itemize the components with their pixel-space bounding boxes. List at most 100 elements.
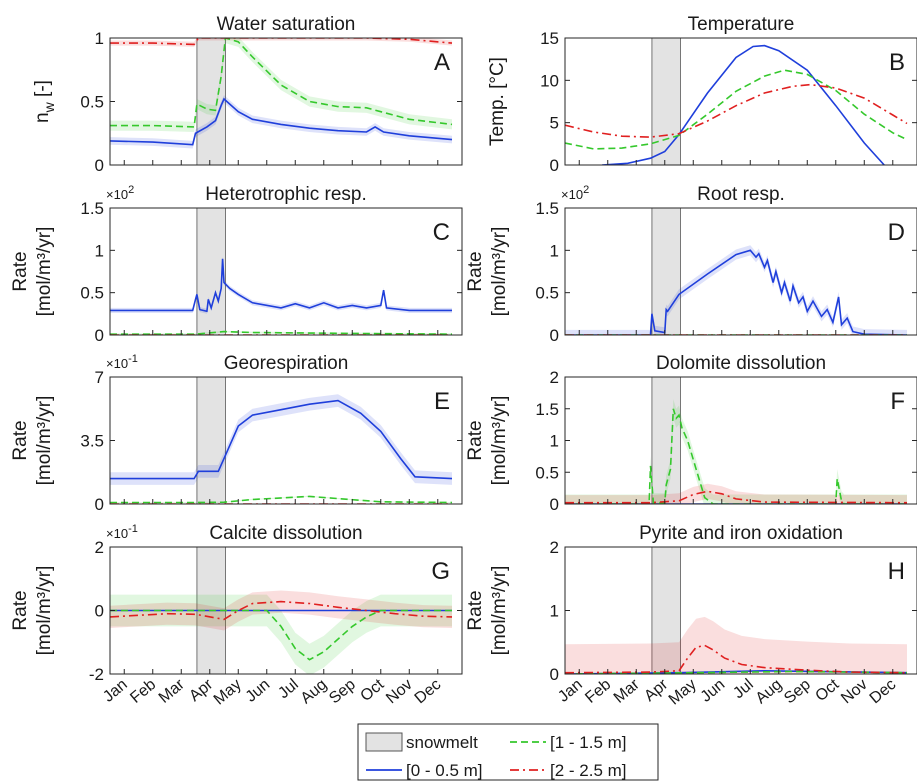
panel-title: Temperature — [688, 14, 795, 35]
series-line-dashed — [110, 495, 453, 504]
axes-frame — [564, 207, 917, 336]
y-tick-label: 10 — [540, 71, 559, 90]
y-tick-label: 0.5 — [535, 463, 559, 482]
panel-letter: H — [888, 558, 905, 585]
legend-label: [2 - 2.5 m] — [550, 761, 627, 780]
panel-h: 0 1 2 Pyrite and iron oxidation H Rate [mol/m³… — [465, 523, 917, 708]
panel-title: Dolomite dissolution — [656, 353, 826, 374]
y-tick-label: 0 — [550, 495, 559, 514]
band-solid — [110, 394, 452, 485]
plot-area — [565, 245, 908, 335]
y-tick-label: 0.5 — [80, 284, 104, 303]
plot-area — [565, 399, 908, 504]
x-tick-label: Apr — [186, 676, 217, 705]
axis-multiplier: ×102 — [106, 184, 134, 202]
y-tick-label: 1.5 — [535, 400, 559, 419]
panel-a: 0 0.5 1 Water saturation Anw [-] — [32, 14, 463, 175]
y-tick-label: 5 — [550, 114, 559, 133]
plot-background — [565, 547, 917, 674]
y-tick-label: 2 — [550, 368, 559, 387]
y-axis-label: [mol/m³/yr] — [34, 566, 55, 656]
panel-letter: C — [433, 219, 450, 246]
x-tick-label: Dec — [867, 676, 900, 707]
y-tick-label: 0.5 — [80, 93, 104, 112]
snowmelt-band — [196, 37, 226, 166]
band-solid — [565, 245, 907, 335]
x-tick-label: Feb — [582, 676, 614, 707]
y-tick-label: 1 — [95, 29, 104, 48]
legend-label: [0 - 0.5 m] — [406, 761, 483, 780]
x-tick-label: May — [666, 676, 700, 708]
y-tick-label: 1 — [550, 602, 559, 621]
plot-background — [565, 208, 917, 335]
y-tick-label: 0 — [95, 156, 104, 175]
x-tick-label: Mar — [611, 676, 644, 707]
y-axis-label: nw [-] — [32, 80, 57, 123]
x-tick-label: Mar — [156, 676, 189, 707]
band-dashed — [110, 594, 452, 674]
y-tick-label: 0 — [95, 495, 104, 514]
y-tick-label: 1 — [550, 241, 559, 260]
series-line-solid — [602, 44, 885, 165]
axis-multiplier: ×10-1 — [106, 353, 138, 371]
series-line-dashed — [565, 69, 908, 150]
series-line-dashdot — [565, 490, 908, 504]
x-tick-label: Apr — [641, 676, 672, 705]
y-tick-label: 0 — [550, 326, 559, 345]
y-tick-label: -2 — [89, 665, 104, 684]
panel-title: Pyrite and iron oxidation — [639, 523, 843, 544]
legend-label: [1 - 1.5 m] — [550, 733, 627, 752]
band-dashdot — [565, 483, 907, 504]
y-tick-label: 3.5 — [80, 432, 104, 451]
axes-frame — [564, 37, 917, 166]
panel-f: 0 0.5 1 1.5 2 Dolomite dissolution F Rate [mol/m… — [465, 353, 917, 514]
series-line-dashdot — [110, 600, 453, 621]
x-tick-label: May — [211, 676, 245, 708]
x-tick-label: Nov — [383, 676, 416, 707]
legend: snowmelt [1 - 1.5 m] [0 - 0.5 m] [2 - 2.5 m… — [357, 723, 659, 781]
y-tick-label: 7 — [95, 368, 104, 387]
x-tick-label: Nov — [838, 676, 871, 707]
plot-area — [565, 44, 908, 165]
panel-letter: E — [434, 388, 450, 415]
x-tick-label: Jun — [243, 676, 274, 706]
y-axis-label: Rate — [465, 420, 486, 460]
axis-multiplier: ×10-1 — [106, 523, 138, 541]
panel-title: Water saturation — [217, 14, 356, 35]
legend-label: snowmelt — [406, 733, 478, 752]
x-tick-label: Dec — [412, 676, 445, 707]
y-axis-label: [mol/m³/yr] — [489, 396, 510, 486]
y-tick-label: 0 — [95, 326, 104, 345]
panel-letter: D — [888, 219, 905, 246]
y-axis-label: Rate — [465, 590, 486, 630]
y-axis-label: [mol/m³/yr] — [34, 227, 55, 317]
x-tick-label: Sep — [326, 676, 359, 707]
series-line-dashed — [565, 408, 907, 504]
x-tick-label: Oct — [812, 676, 842, 705]
panel-letter: A — [434, 49, 450, 76]
series-line-dashed — [110, 609, 452, 661]
snowmelt-band — [196, 376, 226, 505]
panel-letter: B — [889, 49, 905, 76]
panel-g: -2 0 2 Calcite dissolution G ×10-1 Rate [mol/m³… — [10, 523, 463, 708]
panel-title: Heterotrophic resp. — [205, 184, 367, 205]
panel-letter: F — [890, 388, 905, 415]
snowmelt-band — [196, 207, 226, 336]
y-tick-label: 2 — [95, 538, 104, 557]
y-tick-label: 2 — [550, 538, 559, 557]
plot-area — [110, 590, 453, 674]
plot-background — [110, 208, 462, 335]
plot-area — [110, 394, 453, 504]
y-axis-label: [mol/m³/yr] — [489, 227, 510, 317]
snowmelt-band — [651, 37, 681, 166]
panel-letter: G — [431, 558, 450, 585]
y-tick-label: 1.5 — [535, 199, 559, 218]
series-line-solid — [110, 399, 453, 480]
y-axis-label: [mol/m³/yr] — [34, 396, 55, 486]
plot-background — [565, 38, 917, 165]
y-axis-label: Rate — [465, 251, 486, 291]
panel-d: 0 0.5 1 1.5 Root resp. D ×102 Rate [mol/m³/yr] — [465, 184, 917, 345]
series-line-solid — [110, 258, 452, 313]
x-tick-label: Jul — [730, 676, 757, 702]
x-tick-label: Oct — [357, 676, 387, 705]
